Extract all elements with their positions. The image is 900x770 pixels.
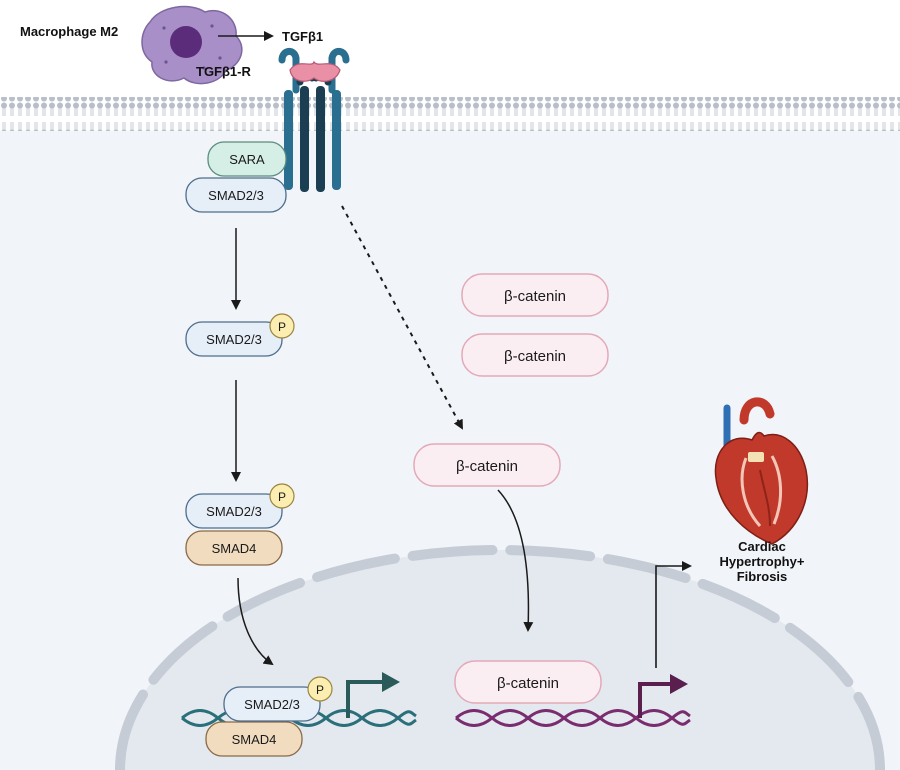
outcome-label-line3: Fibrosis [737,569,788,584]
phosphate-group [269,483,295,509]
phospho-smad23 [185,493,283,529]
sara-protein [207,141,287,177]
smad23-label: SMAD2/3 [208,188,264,203]
phosphate-label: P [278,320,286,334]
phosphate-group [307,676,333,702]
outcome-arrow [655,561,692,668]
tgfb1-receptor [278,48,350,192]
phosphate-label: P [316,683,324,697]
dna-strand-catenin-target [455,709,691,727]
phosphate-group [269,313,295,339]
beta-catenin-label: β-catenin [504,348,566,365]
phospho-smad23-nuclear [223,686,321,722]
outcome-label-line1: Cardiac [738,539,786,554]
smad23-receptor-bound [185,177,287,213]
beta-catenin-activated [413,443,561,487]
smad4-label: SMAD4 [232,732,277,747]
smad4-label: SMAD4 [212,541,257,556]
outcome-label-line2: Hypertrophy+ [720,554,805,569]
smad23-label: SMAD2/3 [244,697,300,712]
beta-catenin-label: β-catenin [504,288,566,305]
transcription-arrowhead-purple [670,674,688,694]
beta-catenin-translocation-arrow [497,489,534,632]
smad23-label: SMAD2/3 [206,504,262,519]
nuclear-translocation-arrow [237,577,274,666]
macrophage-nucleus [170,26,202,58]
heart-icon [714,397,809,545]
beta-catenin-label: β-catenin [456,458,518,475]
smad4-protein-nuclear [205,721,303,757]
transcription-start-arrow-purple [638,682,672,718]
transcription-arrowhead-teal [382,672,400,692]
sara-label: SARA [229,152,265,167]
ligand-label: TGFβ1 [282,29,323,44]
macrophage-cell [141,5,243,85]
receptor-label: TGFβ1-R [196,64,251,79]
beta-catenin-label: β-catenin [497,675,559,692]
phospho-smad23 [185,321,283,357]
smad23-label: SMAD2/3 [206,332,262,347]
phosphate-label: P [278,490,286,504]
transcription-start-arrow-teal [346,680,384,718]
nuclear-envelope [115,545,885,770]
non-canonical-arrow [341,205,463,430]
tgfb1-ligand [289,60,341,82]
beta-catenin-pool [461,273,609,317]
beta-catenin-nuclear [454,660,602,704]
macrophage-label: Macrophage M2 [20,24,118,39]
plasma-membrane [0,97,900,131]
beta-catenin-pool [461,333,609,377]
smad4-protein [185,530,283,566]
